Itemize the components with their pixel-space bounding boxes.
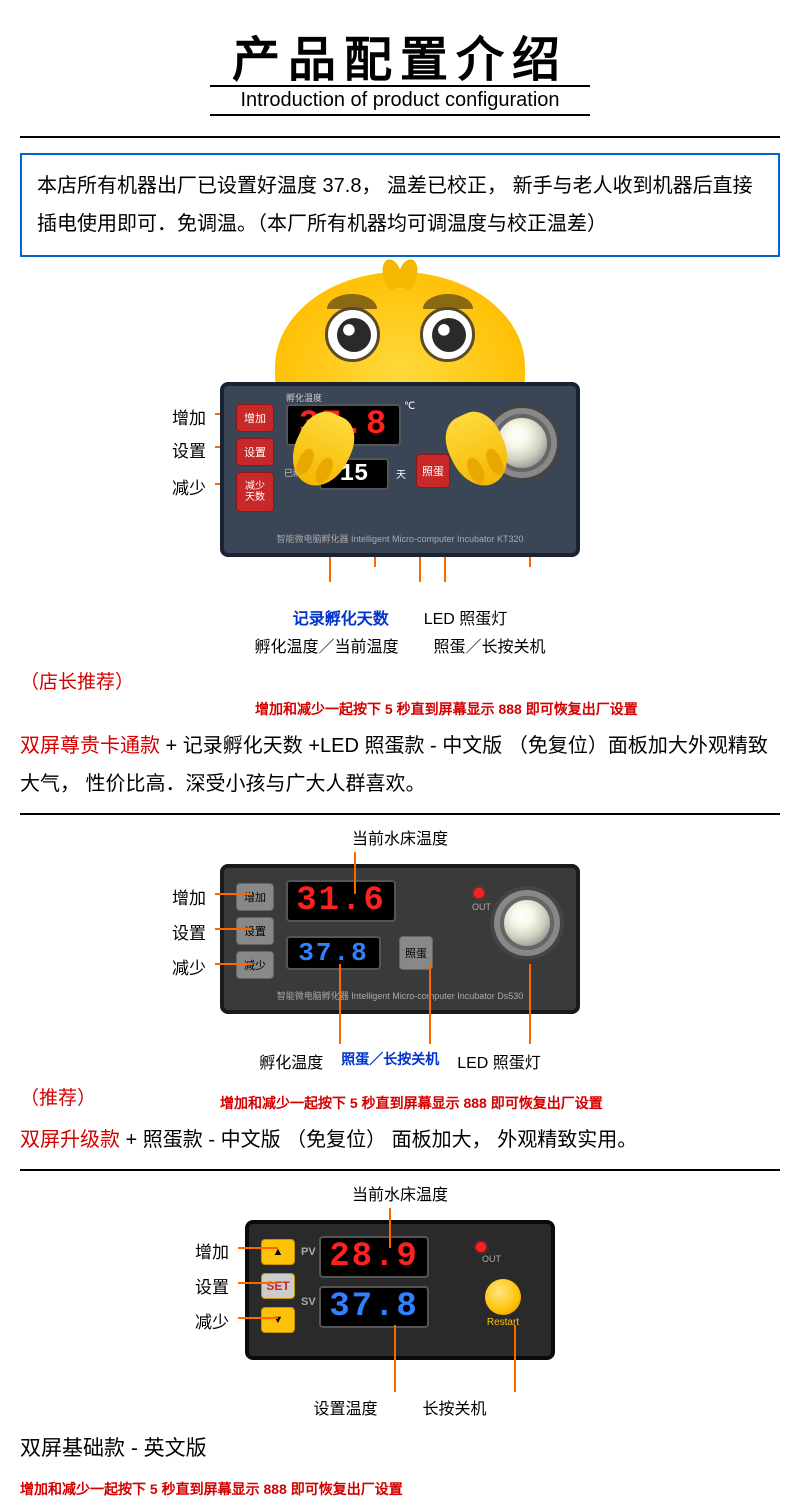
led-light <box>500 896 554 950</box>
product-3: ▲ SET ▼ PV SV 28.9 37.8 OUT Restart 增加 设… <box>20 1220 780 1419</box>
product-2: 增加 设置 减少 31.6 37.8 照蛋 OUT 智能微电脑孵化器 Intel… <box>20 864 780 1073</box>
top-label-2: 当前水床温度 <box>0 825 800 849</box>
set-button[interactable]: 设置 <box>236 917 274 945</box>
out-indicator <box>476 1242 486 1252</box>
restart-button[interactable] <box>485 1279 521 1315</box>
reset-note-3: 增加和减少一起按下 5 秒直到屏幕显示 888 即可恢复出厂设置 <box>20 1479 800 1499</box>
label-set: 设置 <box>195 1273 229 1298</box>
divider <box>20 1169 780 1171</box>
label-decrease: 减少 <box>172 474 206 499</box>
panel-model-title: 智能微电脑孵化器 Intelligent Micro-computer Incu… <box>276 532 523 545</box>
panel-model-title: 智能微电脑孵化器 Intelligent Micro-computer Incu… <box>277 989 524 1002</box>
set-button[interactable]: 设置 <box>236 438 274 466</box>
below-labels-3: 设置温度 长按关机 <box>20 1395 780 1419</box>
label-set: 设置 <box>172 437 206 462</box>
sv-display: 37.8 <box>319 1286 429 1328</box>
control-panel-1: 孵化温度 增加 设置 减少天数 37.8 ℃ 已孵化 15 天 照蛋 智能微电脑… <box>220 382 580 557</box>
top-label-3: 当前水床温度 <box>0 1181 800 1205</box>
divider <box>20 136 780 138</box>
label-decrease: 减少 <box>195 1308 229 1333</box>
control-panel-3: ▲ SET ▼ PV SV 28.9 37.8 OUT Restart <box>245 1220 555 1360</box>
temp-current-label: 孵化温度／当前温度 <box>254 633 398 657</box>
label-increase: 增加 <box>172 404 206 429</box>
led-lamp-label: LED 照蛋灯 <box>424 605 508 629</box>
led-lamp-label: LED 照蛋灯 <box>457 1049 541 1073</box>
restart-label: Restart <box>485 1317 521 1328</box>
page-title: 产品配置介绍 <box>0 20 800 90</box>
temp-label: 孵化温度 <box>286 391 322 404</box>
restart-section: Restart <box>485 1279 521 1328</box>
desc-2: 双屏升级款 + 照蛋款 - 中文版 （免复位） 面板加大， 外观精致实用。 <box>20 1121 780 1159</box>
egg-off-label: 照蛋／长按关机 <box>341 1049 439 1073</box>
temp-unit: ℃ <box>404 401 415 412</box>
incubate-temp-label: 孵化温度 <box>259 1049 323 1073</box>
increase-button[interactable]: 增加 <box>236 404 274 432</box>
long-press-off-label: 长按关机 <box>423 1395 487 1419</box>
days-unit: 天 <box>396 466 406 481</box>
egg-light-button[interactable]: 照蛋 <box>399 936 433 970</box>
notice-box: 本店所有机器出厂已设置好温度 37.8， 温差已校正， 新手与老人收到机器后直接… <box>20 153 780 257</box>
divider <box>20 813 780 815</box>
days-record-label: 记录孵化天数 <box>293 605 389 629</box>
set-temp-display: 37.8 <box>286 936 381 970</box>
product-1: 孵化温度 增加 设置 减少天数 37.8 ℃ 已孵化 15 天 照蛋 智能微电脑… <box>20 272 780 657</box>
down-button[interactable]: ▼ <box>261 1307 295 1333</box>
label-increase: 增加 <box>172 884 206 909</box>
out-indicator <box>474 888 484 898</box>
out-label: OUT <box>482 1254 501 1264</box>
egg-off-label: 照蛋／长按关机 <box>434 633 546 657</box>
label-set: 设置 <box>172 919 206 944</box>
product3-title: 双屏基础款 - 英文版 <box>20 1429 780 1469</box>
set-button[interactable]: SET <box>261 1273 295 1299</box>
set-temp-label: 设置温度 <box>313 1395 377 1419</box>
decrease-button[interactable]: 减少 <box>236 951 274 979</box>
page-header: 产品配置介绍 Introduction of product configura… <box>0 0 800 126</box>
pv-display: 28.9 <box>319 1236 429 1278</box>
control-panel-2: 增加 设置 减少 31.6 37.8 照蛋 OUT 智能微电脑孵化器 Intel… <box>220 864 580 1014</box>
reset-note-1: 增加和减少一起按下 5 秒直到屏幕显示 888 即可恢复出厂设置 <box>255 699 800 719</box>
below-labels-2: 孵化温度 照蛋／长按关机 LED 照蛋灯 <box>20 1049 780 1073</box>
label-decrease: 减少 <box>172 954 206 979</box>
out-label: OUT <box>472 902 491 912</box>
page-subtitle: Introduction of product configuration <box>210 85 589 116</box>
sv-label: SV <box>301 1296 316 1308</box>
reset-note-2: 增加和减少一起按下 5 秒直到屏幕显示 888 即可恢复出厂设置 <box>220 1093 800 1113</box>
pv-label: PV <box>301 1246 316 1258</box>
decrease-days-button[interactable]: 减少天数 <box>236 472 274 512</box>
desc-1: 双屏尊贵卡通款 + 记录孵化天数 +LED 照蛋款 - 中文版 （免复位）面板加… <box>20 727 780 803</box>
recommend-1: （店长推荐） <box>20 667 800 694</box>
up-button[interactable]: ▲ <box>261 1239 295 1265</box>
current-temp-display: 31.6 <box>286 880 396 922</box>
increase-button[interactable]: 增加 <box>236 883 274 911</box>
below-labels-1: 记录孵化天数 LED 照蛋灯 孵化温度／当前温度 照蛋／长按关机 <box>20 605 780 657</box>
label-increase: 增加 <box>195 1238 229 1263</box>
egg-light-button[interactable]: 照蛋 <box>416 454 450 488</box>
